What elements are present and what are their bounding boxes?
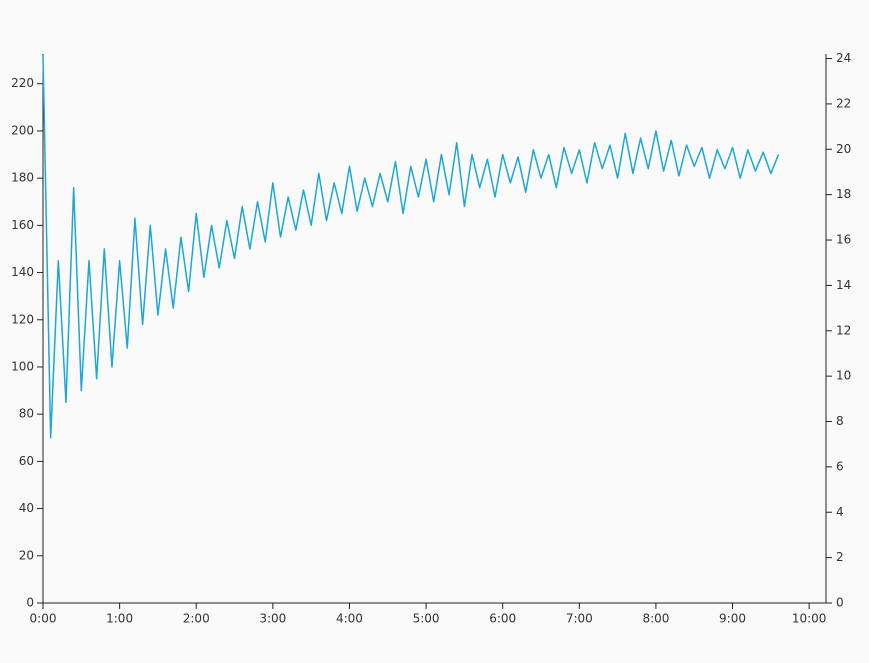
x-tick-label: 7:00: [566, 612, 593, 626]
y2-tick-label: 22: [836, 96, 851, 110]
y-tick-label: 80: [19, 407, 34, 421]
y-tick-label: 40: [19, 501, 34, 515]
x-tick-label: 1:00: [106, 612, 133, 626]
y2-tick-label: 12: [836, 323, 851, 337]
y2-tick-label: 8: [836, 414, 844, 428]
y2-tick-label: 18: [836, 187, 851, 201]
y2-tick-label: 4: [836, 505, 844, 519]
x-tick-label: 5:00: [413, 612, 440, 626]
y2-tick-label: 16: [836, 233, 851, 247]
x-tick-label: 10:00: [792, 612, 827, 626]
y-tick-label: 200: [11, 123, 34, 137]
y-tick-label: 0: [26, 596, 34, 610]
x-tick-label: 6:00: [489, 612, 516, 626]
y-tick-label: 180: [11, 171, 34, 185]
y2-tick-label: 24: [836, 51, 851, 65]
x-tick-label: 0:00: [30, 612, 57, 626]
x-tick-label: 8:00: [642, 612, 669, 626]
y2-tick-label: 10: [836, 369, 851, 383]
x-tick-label: 9:00: [719, 612, 746, 626]
y2-tick-label: 6: [836, 459, 844, 473]
y-tick-label: 160: [11, 218, 34, 232]
line: [42, 55, 780, 439]
y-tick-label: 100: [11, 359, 34, 373]
y2-tick-label: 20: [836, 142, 851, 156]
x-tick-label: 2:00: [183, 612, 210, 626]
y-tick-label: 120: [11, 312, 34, 326]
x-tick-label: 3:00: [259, 612, 286, 626]
y-tick-label: 20: [19, 548, 34, 562]
y2-tick-label: 14: [836, 278, 851, 292]
x-tick-label: 4:00: [336, 612, 363, 626]
y2-tick-label: 0: [836, 596, 844, 610]
y2-tick-label: 2: [836, 550, 844, 564]
y-tick-label: 220: [11, 76, 34, 90]
y-tick-label: 60: [19, 454, 34, 468]
y-tick-label: 140: [11, 265, 34, 279]
